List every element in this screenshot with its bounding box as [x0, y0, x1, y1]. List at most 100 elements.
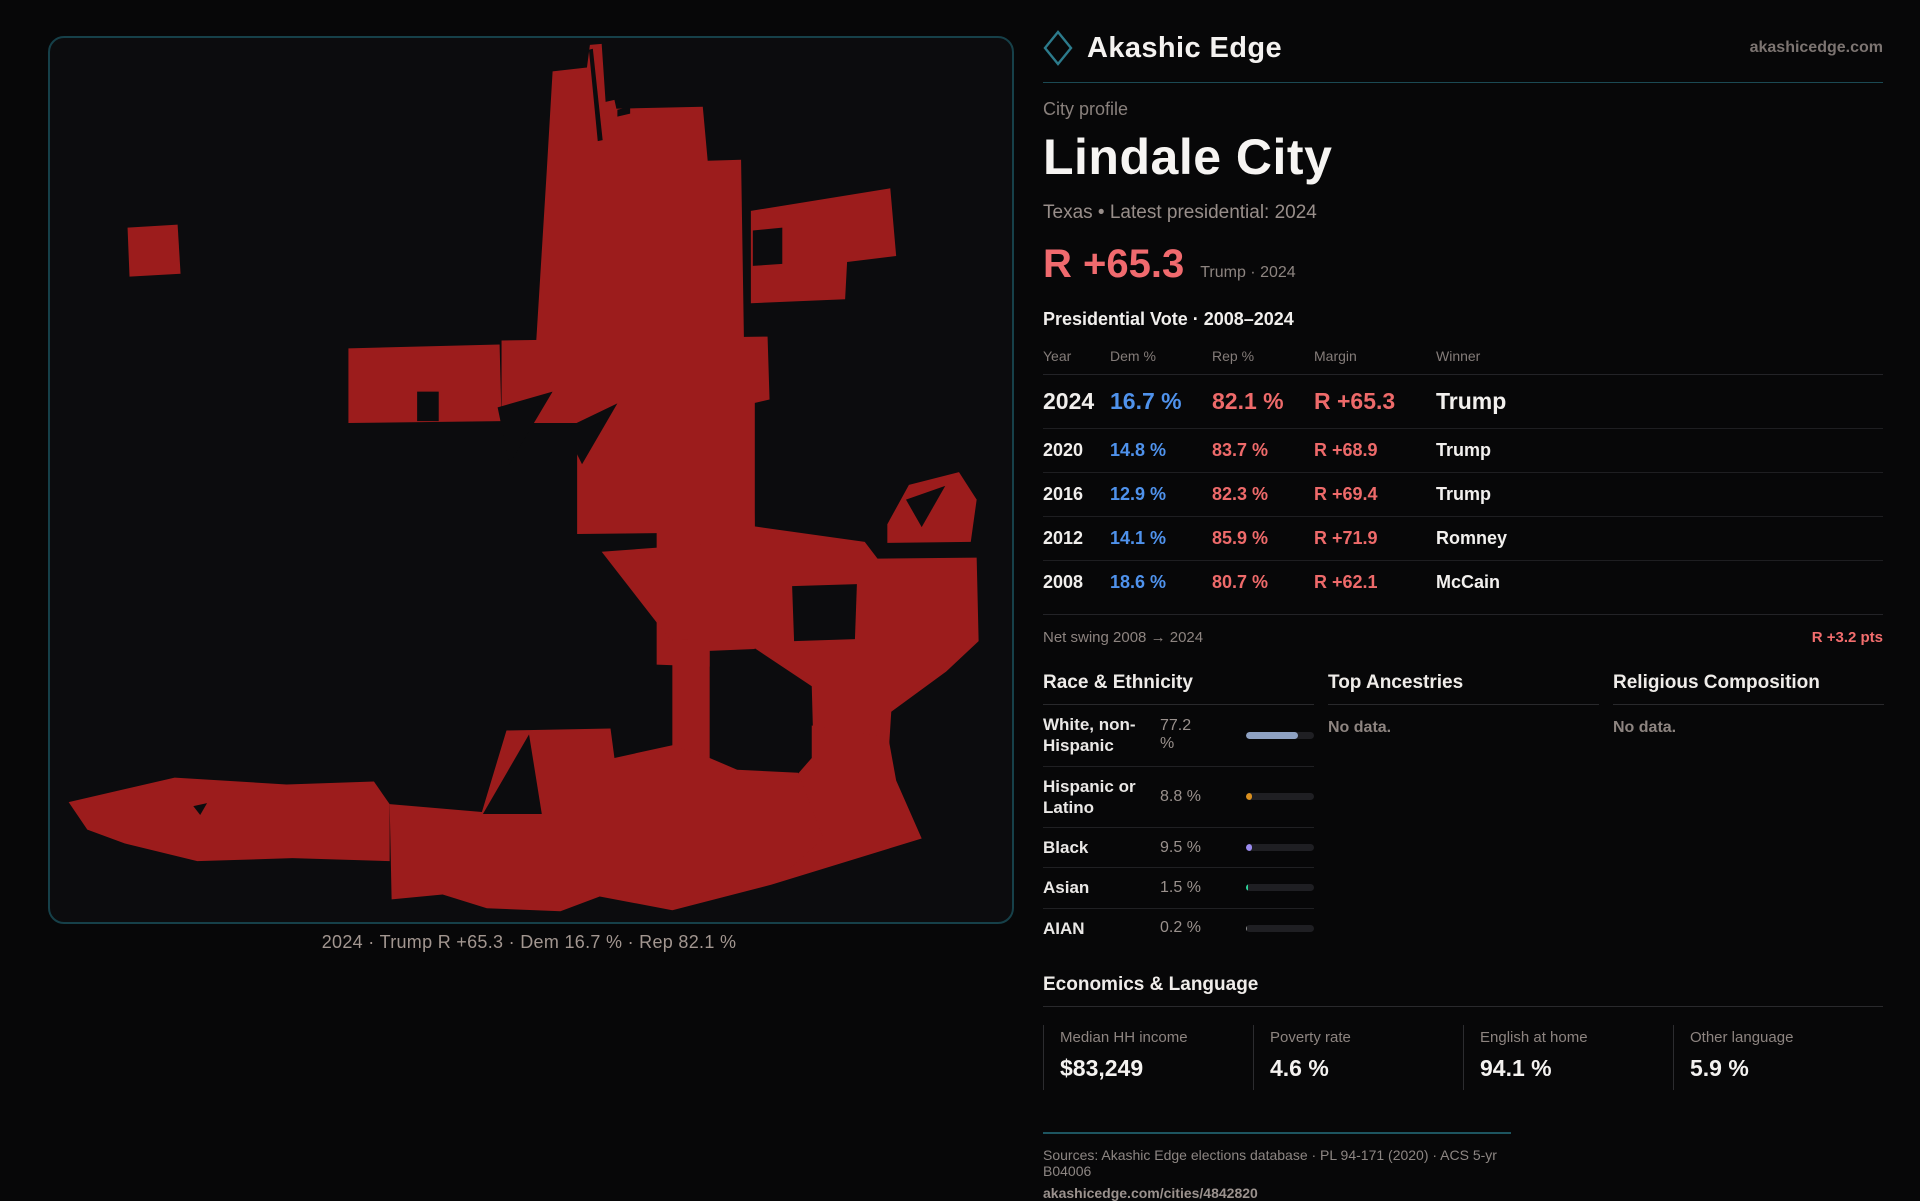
top-ancestries-section: Top Ancestries No data. [1328, 672, 1599, 948]
cell-margin: R +71.9 [1314, 528, 1436, 549]
vote-table-header: Year Dem % Rep % Margin Winner [1043, 340, 1883, 375]
religion-empty: No data. [1613, 719, 1884, 737]
vote-table-title: Presidential Vote · 2008–2024 [1043, 309, 1883, 330]
cell-winner: Trump [1436, 440, 1883, 461]
cell-margin: R +68.9 [1314, 440, 1436, 461]
cell-year: 2024 [1043, 388, 1110, 415]
cell-dem: 14.8 % [1110, 440, 1212, 461]
cell-year: 2012 [1043, 528, 1110, 549]
cell-winner: Trump [1436, 388, 1883, 415]
cell-margin: R +65.3 [1314, 388, 1436, 415]
map-caption: 2024 · Trump R +65.3 · Dem 16.7 % · Rep … [48, 932, 1010, 953]
stat-block: Median HH income $83,249 [1043, 1025, 1253, 1090]
stat-label: Median HH income [1060, 1029, 1253, 1046]
stat-label: English at home [1480, 1029, 1673, 1046]
cell-winner: Romney [1436, 528, 1883, 549]
diamond-icon [1043, 30, 1073, 66]
headline-margin-block: R +65.3 Trump · 2024 [1043, 242, 1883, 287]
net-swing-value: R +3.2 pts [1812, 629, 1883, 646]
race-label: White, non-Hispanic [1043, 714, 1160, 757]
stat-label: Other language [1690, 1029, 1883, 1046]
brand-name: Akashic Edge [1087, 32, 1282, 65]
cell-rep: 82.3 % [1212, 484, 1314, 505]
col-rep: Rep % [1212, 348, 1314, 364]
map-shape [753, 526, 979, 758]
stat-label: Poverty rate [1270, 1029, 1463, 1046]
map-hole [417, 392, 439, 421]
race-label: Black [1043, 837, 1160, 858]
religious-composition-title: Religious Composition [1613, 672, 1884, 705]
stat-value: $83,249 [1060, 1055, 1253, 1082]
race-bar-fill [1246, 844, 1252, 851]
race-bar [1246, 925, 1314, 932]
map-shape [390, 729, 824, 912]
cell-dem: 18.6 % [1110, 572, 1212, 593]
stat-value: 4.6 % [1270, 1055, 1463, 1082]
cell-margin: R +69.4 [1314, 484, 1436, 505]
cell-year: 2020 [1043, 440, 1110, 461]
map-hole [753, 228, 782, 266]
race-bar [1246, 793, 1314, 800]
stat-value: 94.1 % [1480, 1055, 1673, 1082]
top-ancestries-title: Top Ancestries [1328, 672, 1599, 705]
race-bar [1246, 844, 1314, 851]
brand-domain-link[interactable]: akashicedge.com [1750, 39, 1883, 57]
headline-margin: R +65.3 [1043, 242, 1184, 287]
col-margin: Margin [1314, 348, 1436, 364]
race-bar [1246, 732, 1314, 739]
economics-stats: Median HH income $83,249 Poverty rate 4.6 %… [1043, 1025, 1883, 1090]
header: Akashic Edge akashicedge.com [1043, 30, 1883, 83]
footer: Sources: Akashic Edge elections database… [1043, 1132, 1511, 1201]
net-swing-label: Net swing 2008 → 2024 [1043, 629, 1203, 646]
headline-context: Trump · 2024 [1200, 264, 1295, 282]
col-dem: Dem % [1110, 348, 1212, 364]
cell-dem: 16.7 % [1110, 388, 1212, 415]
footer-sources: Sources: Akashic Edge elections database… [1043, 1147, 1511, 1179]
map-hole [792, 584, 857, 641]
stat-block: Poverty rate 4.6 % [1253, 1025, 1463, 1090]
cell-winner: McCain [1436, 572, 1883, 593]
race-label: AIAN [1043, 918, 1160, 939]
cell-dem: 14.1 % [1110, 528, 1212, 549]
race-value: 9.5 % [1160, 839, 1208, 857]
race-label: Asian [1043, 877, 1160, 898]
map-shape [602, 542, 737, 640]
stat-block: English at home 94.1 % [1463, 1025, 1673, 1090]
profile-meta: Texas • Latest presidential: 2024 [1043, 202, 1883, 224]
race-bar [1246, 884, 1314, 891]
race-value: 77.2 % [1160, 717, 1208, 753]
map-shape [69, 778, 390, 861]
stat-block: Other language 5.9 % [1673, 1025, 1883, 1090]
race-bar-fill [1246, 732, 1298, 739]
city-boundary-map [50, 38, 1012, 922]
economics-title: Economics & Language [1043, 974, 1883, 1007]
cell-winner: Trump [1436, 484, 1883, 505]
cell-rep: 85.9 % [1212, 528, 1314, 549]
cell-dem: 12.9 % [1110, 484, 1212, 505]
race-bar-fill [1246, 884, 1248, 891]
cell-rep: 80.7 % [1212, 572, 1314, 593]
kicker: City profile [1043, 99, 1883, 120]
stat-value: 5.9 % [1690, 1055, 1883, 1082]
cell-margin: R +62.1 [1314, 572, 1436, 593]
cell-rep: 82.1 % [1212, 388, 1314, 415]
cell-year: 2008 [1043, 572, 1110, 593]
race-value: 8.8 % [1160, 788, 1208, 806]
race-ethnicity-title: Race & Ethnicity [1043, 672, 1314, 705]
col-winner: Winner [1436, 348, 1883, 364]
map-shape [128, 225, 181, 277]
footer-city-link[interactable]: akashicedge.com/cities/4842820 [1043, 1185, 1511, 1201]
race-value: 1.5 % [1160, 879, 1208, 897]
cell-year: 2016 [1043, 484, 1110, 505]
col-year: Year [1043, 348, 1110, 364]
race-label: Hispanic or Latino [1043, 776, 1160, 819]
